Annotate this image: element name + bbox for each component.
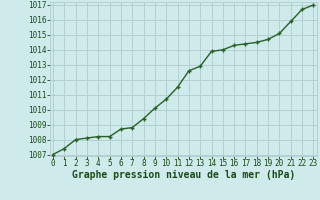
X-axis label: Graphe pression niveau de la mer (hPa): Graphe pression niveau de la mer (hPa) [72, 170, 295, 180]
